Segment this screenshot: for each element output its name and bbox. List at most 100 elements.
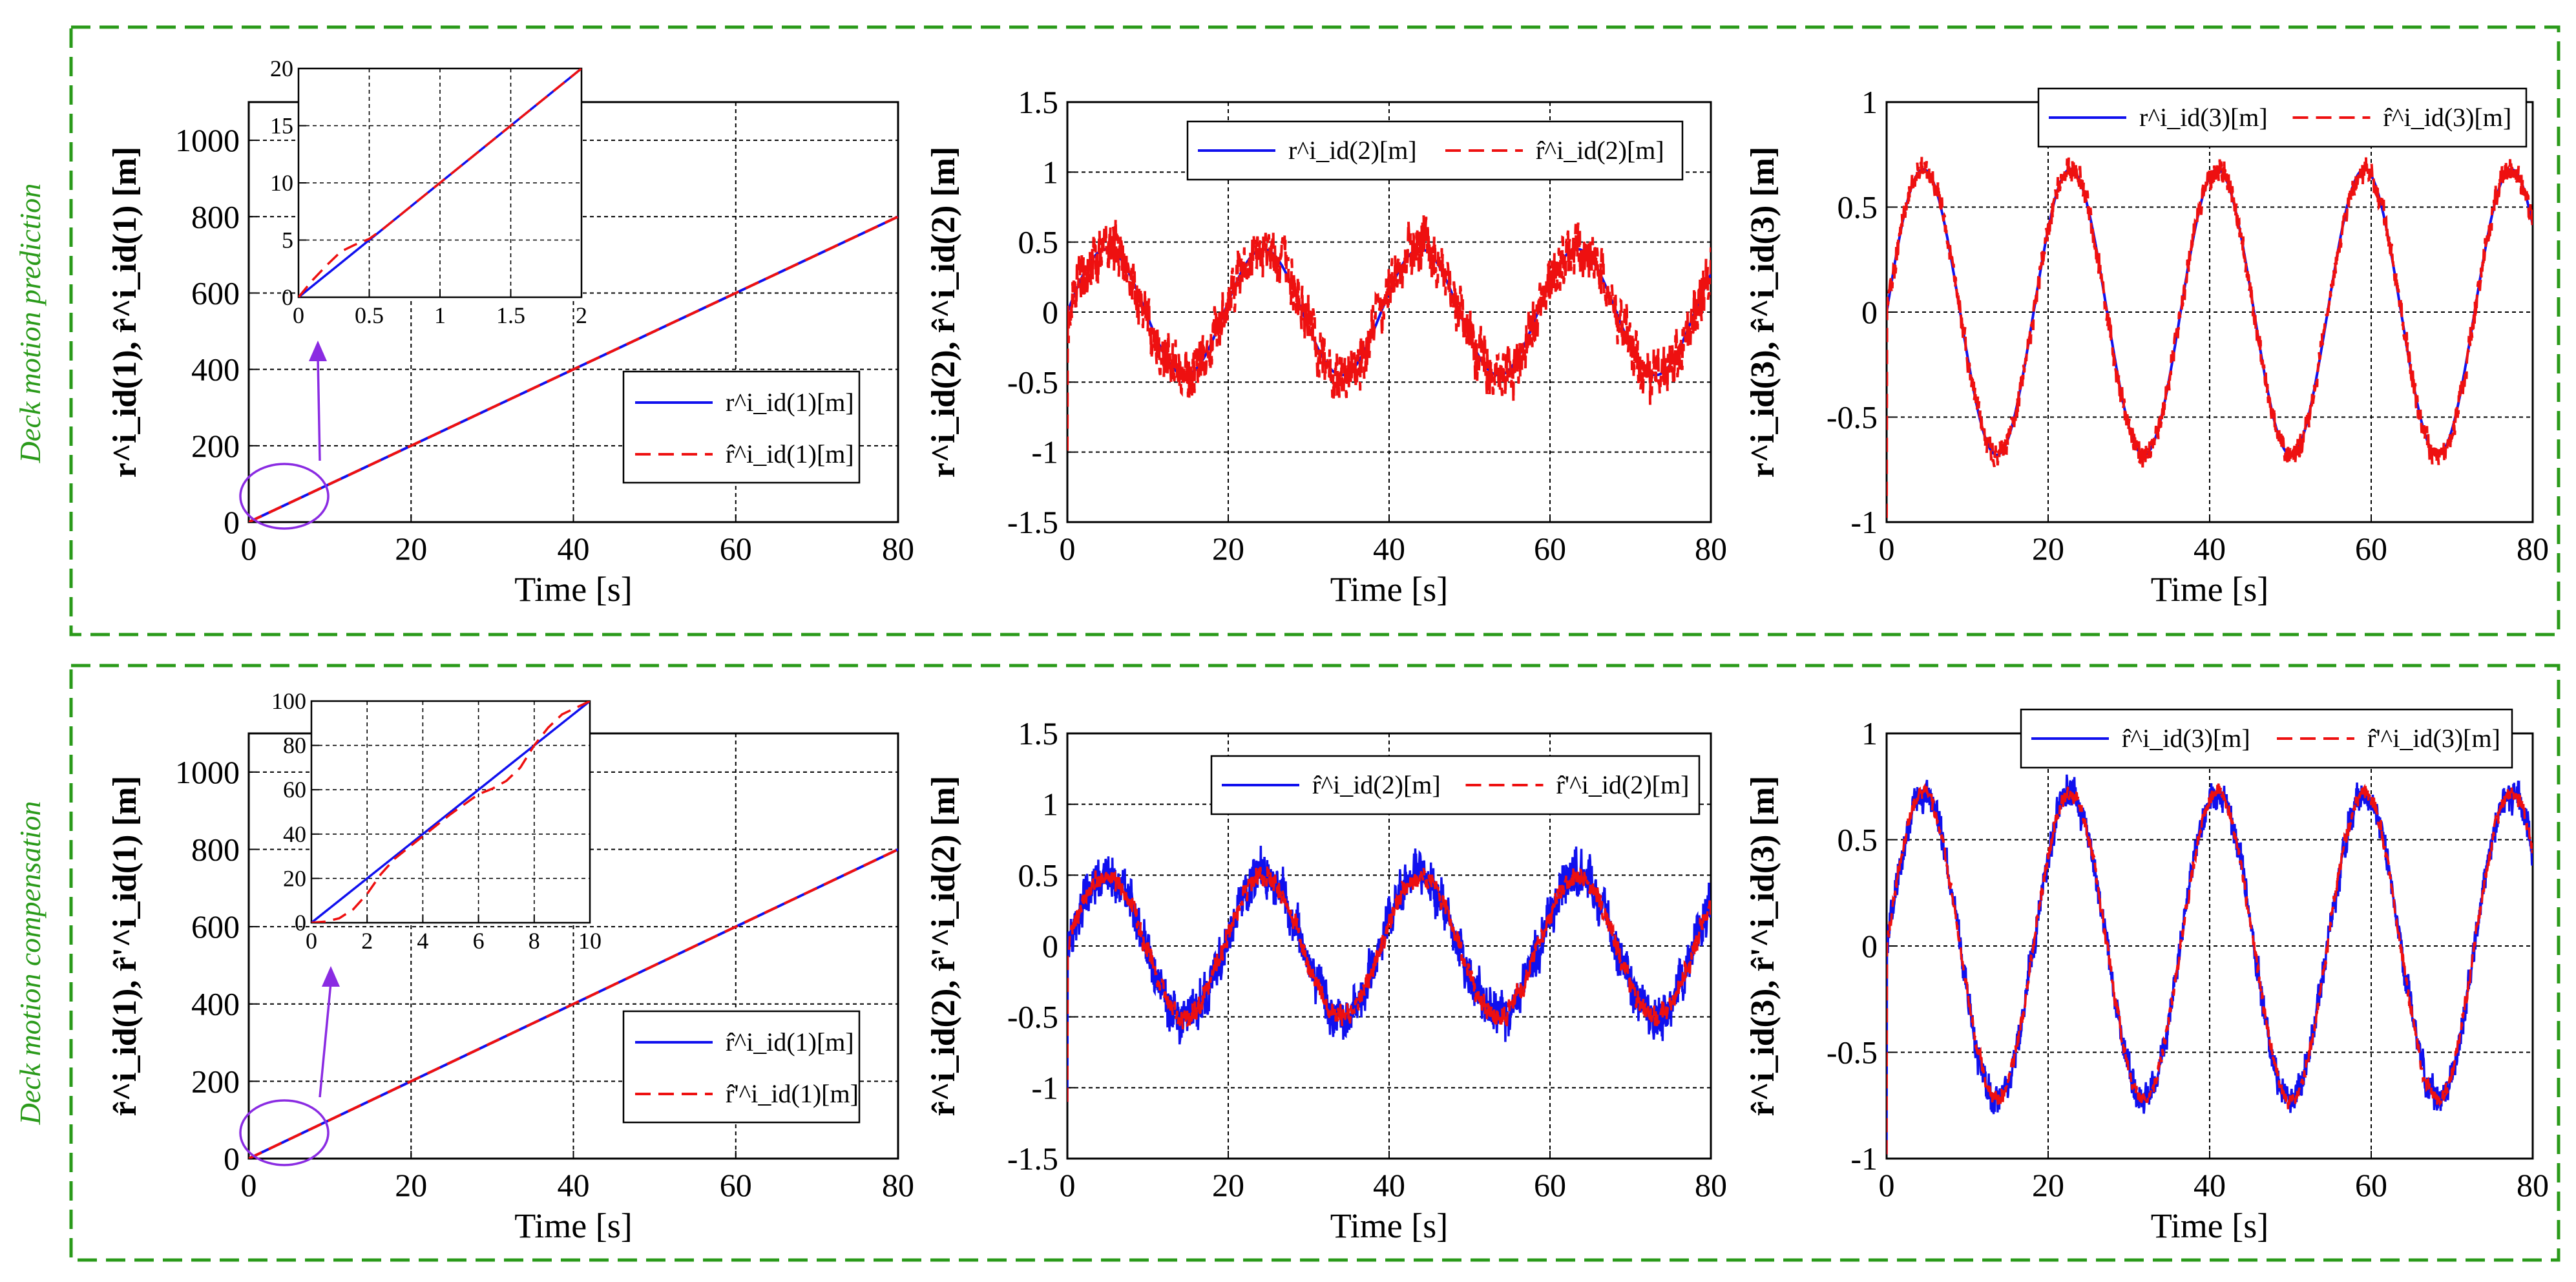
zoom-arrow-head (322, 966, 340, 987)
series-line-estimate (249, 215, 898, 522)
y-tick-label: 20 (283, 865, 306, 891)
y-tick-label: 0 (295, 910, 306, 936)
y-tick-label: 1.5 (1018, 84, 1059, 120)
chart-comp-2: 0 20 40 60 80 -1.5 -1 -0.5 0 0.5 1 1.5 Time [s] r̂^i_… (925, 715, 1727, 1245)
x-tick-label: 10 (578, 928, 602, 954)
y-tick-label: -1 (1850, 504, 1878, 540)
y-tick-label: 40 (283, 821, 306, 847)
y-tick-label: 80 (283, 733, 306, 759)
x-tick-label: 80 (2517, 531, 2549, 567)
y-tick-label: 1 (1042, 786, 1058, 823)
series-line-estimate (1887, 783, 2533, 1155)
y-tick-label: -1.5 (1007, 1140, 1058, 1177)
series-group (1887, 154, 2533, 518)
x-tick-label: 20 (395, 531, 427, 567)
legend-label: r̂'^i_id(1)[m] (726, 1079, 859, 1108)
y-tick-label: 15 (270, 113, 293, 139)
x-tick-label: 0 (241, 531, 257, 567)
x-tick-label: 0 (306, 928, 317, 954)
x-tick-label: 80 (882, 531, 914, 567)
chart-pred-3: 0 20 40 60 80 -1 -0.5 0 0.5 1 Time [s] r^i_id(3), r… (1744, 84, 2549, 609)
legend-label: r^i_id(1)[m] (726, 388, 854, 417)
y-tick-label: 100 (271, 688, 306, 714)
series-group (1067, 845, 1711, 1102)
legend-label: r^i_id(3)[m] (2139, 103, 2268, 132)
x-tick-label: 6 (473, 928, 485, 954)
x-tick-label: 60 (720, 1167, 752, 1203)
y-tick-label: 0 (224, 1140, 240, 1177)
x-tick-label: 2 (576, 302, 587, 328)
y-tick-label: 1000 (175, 754, 240, 790)
y-tick-label: 0 (224, 504, 240, 540)
legend-label: r^i_id(2)[m] (1288, 136, 1417, 165)
x-tick-label: 60 (720, 531, 752, 567)
chart-comp-3: 0 20 40 60 80 -1 -0.5 0 0.5 1 Time [s] r̂^i_id(3), … (1744, 708, 2549, 1245)
x-tick-label: 40 (2194, 1167, 2226, 1203)
x-tick-label: 0 (1060, 531, 1076, 567)
y-tick-label: 0 (1042, 928, 1058, 964)
y-tick-label: 0.5 (1838, 822, 1878, 858)
y-axis-label: r̂^i_id(2), r̂'^i_id(2) [m] (925, 776, 962, 1117)
zoom-ellipse (239, 463, 330, 530)
series-group (249, 848, 898, 1159)
row-frame-prediction (69, 25, 2560, 636)
y-tick-label: 1000 (175, 122, 240, 158)
x-tick-label: 0 (1879, 1167, 1895, 1203)
series-group (311, 701, 590, 923)
y-axis-label: r^i_id(1), r̂^i_id(1) [m] (107, 147, 143, 478)
x-tick-label: 40 (1373, 1167, 1405, 1203)
x-tick-label: 0.5 (355, 302, 384, 328)
y-tick-label: 20 (270, 56, 293, 81)
legend-label: r̂^i_id(3)[m] (2383, 103, 2512, 132)
x-tick-label: 60 (1534, 531, 1566, 567)
x-tick-label: 40 (558, 531, 590, 567)
series-group (298, 68, 581, 297)
row-label-prediction: Deck motion prediction (14, 184, 47, 464)
x-tick-label: 0 (1060, 1167, 1076, 1203)
legend-label: r̂'^i_id(2)[m] (1556, 770, 1690, 799)
legend-label: r̂^i_id(2)[m] (1312, 770, 1441, 799)
series-line-estimate (1887, 154, 2533, 518)
y-tick-label: 400 (191, 352, 240, 388)
y-tick-label: 200 (191, 428, 240, 464)
x-tick-label: 80 (2517, 1167, 2549, 1203)
series-line-estimate (298, 68, 581, 297)
legend-label: r̂^i_id(1)[m] (726, 1027, 854, 1056)
x-tick-label: 1.5 (496, 302, 525, 328)
legend-box (622, 1010, 861, 1124)
series-line-estimate (1067, 215, 1711, 451)
y-tick-label: 800 (191, 831, 240, 867)
y-tick-label: 1.5 (1018, 715, 1059, 751)
y-tick-label: 60 (283, 777, 306, 803)
x-tick-label: 40 (1373, 531, 1405, 567)
chart-pred-2: 0 20 40 60 80 -1.5 -1 -0.5 0 0.5 1 1.5 Time [s] r^i_i… (925, 84, 1727, 609)
series-group (1067, 215, 1711, 451)
x-tick-label: 0 (241, 1167, 257, 1203)
zoom-arrow-line (317, 357, 321, 461)
y-tick-label: -0.5 (1007, 364, 1058, 400)
row-frame-compensation (69, 664, 2560, 1262)
row-label-compensation: Deck motion compensation (14, 801, 47, 1126)
y-tick-label: 600 (191, 275, 240, 311)
series-line-estimate (311, 701, 590, 923)
legend-box (622, 370, 861, 484)
zoom-arrow-line (319, 982, 332, 1098)
x-tick-label: 80 (1695, 1167, 1727, 1203)
x-tick-label: 20 (2032, 1167, 2064, 1203)
x-tick-label: 0 (293, 302, 304, 328)
x-tick-label: 40 (2194, 531, 2226, 567)
y-tick-label: -0.5 (1827, 1035, 1878, 1071)
y-tick-label: 1 (1861, 715, 1878, 751)
y-tick-label: 0.5 (1018, 224, 1059, 260)
legend-label: r̂^i_id(2)[m] (1536, 136, 1664, 165)
x-axis-label: Time [s] (1330, 570, 1449, 609)
y-axis-label: r^i_id(2), r̂^i_id(2) [m] (925, 147, 962, 478)
y-tick-label: 600 (191, 909, 240, 945)
legend-label: r̂^i_id(3)[m] (2122, 724, 2250, 753)
